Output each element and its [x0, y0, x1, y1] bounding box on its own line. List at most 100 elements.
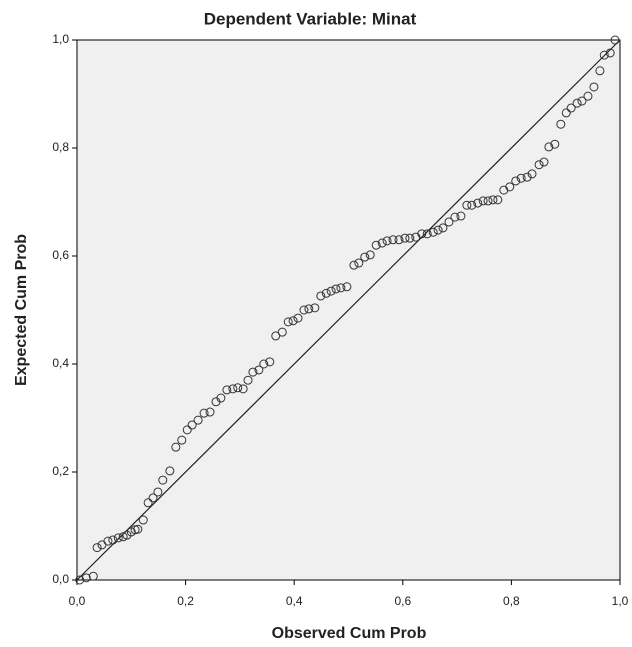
y-tick-label: 0,6 — [52, 248, 69, 262]
y-tick-label: 0,0 — [52, 572, 69, 586]
point — [143, 498, 153, 508]
point — [336, 283, 346, 293]
y-tick-label: 1,0 — [52, 32, 69, 46]
point — [456, 211, 466, 221]
point — [438, 223, 448, 233]
point — [299, 305, 309, 315]
y-tick-label: 0,8 — [52, 140, 69, 154]
point — [243, 375, 253, 385]
point — [388, 235, 398, 245]
point — [288, 316, 298, 326]
point — [405, 233, 415, 243]
point — [417, 229, 427, 239]
point — [394, 235, 404, 245]
x-tick-label: 0,2 — [177, 594, 194, 608]
point — [462, 200, 472, 210]
point — [382, 236, 392, 246]
point — [304, 304, 314, 314]
point — [444, 217, 454, 227]
point — [182, 425, 192, 435]
point — [371, 240, 381, 250]
x-tick-label: 0,6 — [394, 594, 411, 608]
point — [283, 317, 293, 327]
point — [467, 200, 477, 210]
x-tick-label: 0,4 — [286, 594, 303, 608]
point — [556, 119, 566, 129]
point — [331, 284, 341, 294]
point — [205, 407, 215, 417]
point — [599, 50, 609, 60]
point — [605, 48, 615, 58]
point — [561, 108, 571, 118]
point — [354, 258, 364, 268]
point — [216, 393, 226, 403]
x-tick-label: 0,8 — [503, 594, 520, 608]
point — [248, 367, 258, 377]
y-tick-label: 0,2 — [52, 464, 69, 478]
point — [577, 96, 587, 106]
point — [595, 66, 605, 76]
point — [238, 384, 248, 394]
point — [321, 288, 331, 298]
point — [365, 250, 375, 260]
point — [158, 475, 168, 485]
y-axis-title: Expected Cum Prob — [13, 234, 30, 386]
point — [199, 408, 209, 418]
point — [539, 157, 549, 167]
point — [342, 282, 352, 292]
point — [293, 313, 303, 323]
point — [377, 238, 387, 248]
point — [233, 383, 243, 393]
point — [360, 252, 370, 262]
point — [310, 303, 320, 313]
point — [92, 543, 102, 553]
point — [254, 365, 264, 375]
reference-line — [76, 39, 621, 581]
point — [534, 160, 544, 170]
point — [522, 172, 532, 182]
point — [511, 176, 521, 186]
x-tick-label: 1,0 — [612, 594, 629, 608]
point — [505, 182, 515, 192]
point — [222, 385, 232, 395]
point — [193, 415, 203, 425]
point — [349, 260, 359, 270]
point — [450, 212, 460, 222]
point — [108, 535, 118, 545]
point — [544, 142, 554, 152]
point — [422, 229, 432, 239]
point — [326, 286, 336, 296]
point — [148, 493, 158, 503]
point — [527, 169, 537, 179]
point — [316, 291, 326, 301]
point — [277, 327, 287, 337]
point — [187, 420, 197, 430]
point — [81, 573, 91, 583]
point — [589, 82, 599, 92]
point — [133, 524, 143, 534]
point — [583, 91, 593, 101]
point — [610, 35, 620, 45]
point — [428, 227, 438, 237]
point — [138, 515, 148, 525]
point — [478, 196, 488, 206]
x-tick-label: 0,0 — [69, 594, 86, 608]
point — [228, 384, 238, 394]
point — [488, 195, 498, 205]
point — [113, 533, 123, 543]
point — [75, 575, 85, 585]
y-tick-label: 0,4 — [52, 356, 69, 370]
point — [473, 198, 483, 208]
point — [483, 196, 493, 206]
chart-title: Dependent Variable: Minat — [204, 9, 417, 28]
point — [493, 195, 503, 205]
point — [259, 359, 269, 369]
point — [171, 442, 181, 452]
point — [165, 466, 175, 476]
point — [153, 487, 163, 497]
point — [88, 571, 98, 581]
point — [572, 98, 582, 108]
x-axis-title: Observed Cum Prob — [272, 625, 427, 642]
point — [271, 331, 281, 341]
